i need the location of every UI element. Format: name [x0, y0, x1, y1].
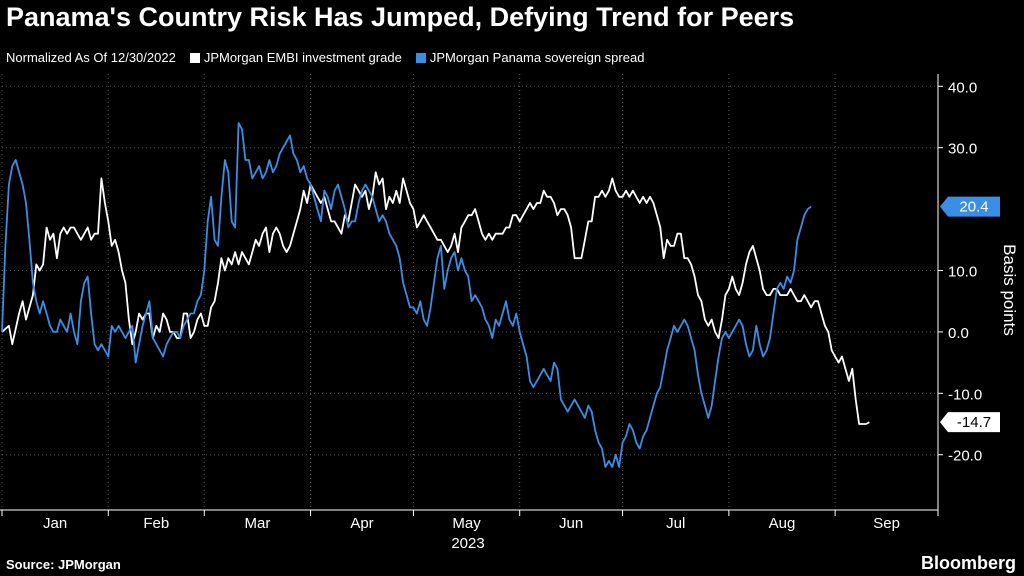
legend-item-embi: JPMorgan EMBI investment grade: [189, 50, 402, 65]
series-lines: [1, 122, 870, 468]
last-value-tag-embi: -14.7: [940, 412, 1000, 433]
last-value-label: -14.7: [957, 414, 991, 431]
chart-title: Panama's Country Risk Has Jumped, Defyin…: [6, 2, 795, 32]
y-tick-label: 10.0: [948, 264, 977, 281]
y-tick-label: -10.0: [948, 386, 982, 403]
series-line-panama: [1, 122, 812, 468]
last-value-tag-panama: 20.4: [940, 196, 1000, 217]
legend: Normalized As Of 12/30/2022 JPMorgan EMB…: [6, 50, 644, 65]
x-tick-label: Apr: [350, 515, 373, 532]
y-axis-label: Basis points: [1000, 244, 1019, 336]
x-tick-label: Jan: [43, 515, 67, 532]
legend-label-embi: JPMorgan EMBI investment grade: [203, 50, 402, 65]
y-tick-label: 0.0: [948, 325, 969, 342]
x-tick-label: Mar: [245, 515, 271, 532]
x-tick-label: Aug: [769, 515, 796, 532]
y-tick-label: 30.0: [948, 141, 977, 158]
series-line-embi: [1, 171, 870, 425]
legend-label-panama: JPMorgan Panama sovereign spread: [429, 50, 645, 65]
source-note: Source: JPMorgan: [6, 557, 121, 572]
last-value-tag-bg: [940, 412, 1000, 433]
last-value-label: 20.4: [959, 199, 988, 216]
x-tick-label: May: [452, 515, 481, 532]
legend-swatch-panama: [415, 52, 426, 63]
x-tick-label: Jun: [559, 515, 583, 532]
x-axis-label: 2023: [451, 535, 484, 552]
last-value-tag-bg: [940, 196, 1000, 217]
legend-swatch-embi: [189, 52, 200, 63]
y-tick-label: -20.0: [948, 448, 982, 465]
legend-note: Normalized As Of 12/30/2022: [6, 50, 176, 65]
grid-lines: [1, 74, 939, 510]
x-tick-label: Feb: [143, 515, 169, 532]
bloomberg-logo: Bloomberg: [920, 553, 1016, 573]
axes: 40.0 30.0 10.0 0.0 -10.0 -20.0 Jan Feb Mar Apr May…: [0, 74, 1000, 532]
x-tick-label: Sep: [873, 515, 900, 532]
legend-item-panama: JPMorgan Panama sovereign spread: [415, 50, 645, 65]
y-tick-label: 40.0: [948, 79, 977, 96]
x-tick-label: Jul: [666, 515, 685, 532]
